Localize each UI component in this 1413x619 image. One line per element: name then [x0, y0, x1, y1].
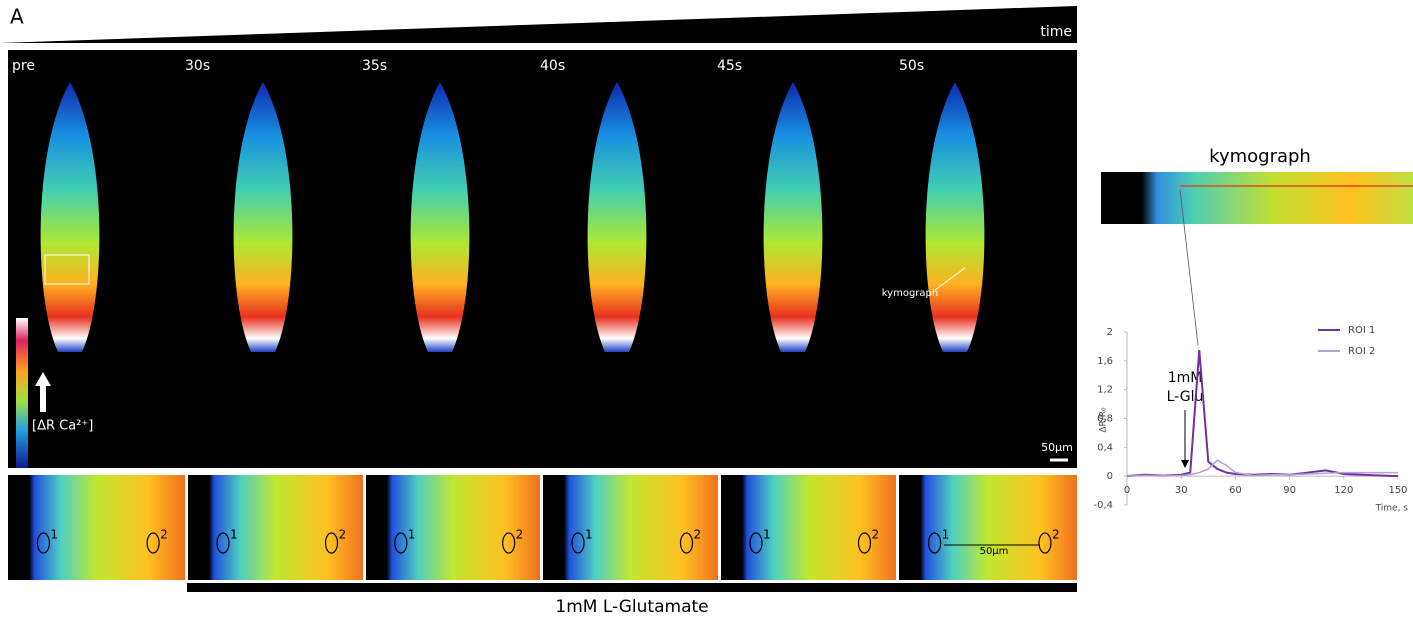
- annotation: 1mM: [1168, 370, 1203, 386]
- roi: [146, 532, 160, 554]
- cell: [587, 82, 647, 352]
- roi: [36, 532, 51, 554]
- roi-label: 2: [516, 528, 524, 542]
- x-tick-label: 120: [1334, 485, 1353, 496]
- y-axis-label: ΔR/R₀: [1099, 407, 1109, 433]
- roi-label: 2: [694, 528, 702, 542]
- x-tick-label: 90: [1283, 485, 1296, 496]
- roi: [216, 532, 230, 554]
- roi: [571, 532, 585, 554]
- connector: [1179, 189, 1199, 346]
- x-axis-label: Time, s: [1375, 504, 1409, 514]
- treatment-label: 1mM L-Glutamate: [555, 597, 708, 617]
- colorbar: [16, 318, 28, 468]
- time-wedge: [0, 6, 1077, 43]
- roi: [502, 532, 516, 554]
- cell: [763, 82, 823, 352]
- frame-label: 35s: [362, 58, 387, 74]
- roi-label: 2: [1052, 528, 1060, 542]
- roi: [324, 532, 339, 554]
- roi-label: 1: [942, 528, 950, 542]
- strip: [543, 475, 718, 580]
- y-tick-label: -0,4: [1093, 500, 1113, 511]
- frame-label: 30s: [185, 58, 210, 74]
- strip: [366, 475, 540, 580]
- roi-label: 2: [160, 528, 168, 542]
- roi-label: 2: [339, 528, 347, 542]
- roi: [1038, 532, 1052, 554]
- strip-scale-label: 50µm: [980, 546, 1009, 557]
- roi-label: 1: [585, 528, 593, 542]
- roi: [679, 532, 694, 554]
- strip: [188, 475, 363, 580]
- roi-label: 2: [872, 528, 880, 542]
- roi-label: 1: [763, 528, 771, 542]
- roi: [857, 532, 872, 554]
- cell: [233, 82, 293, 352]
- roi-box: [44, 254, 90, 285]
- kymograph-title: kymograph: [1209, 146, 1311, 167]
- roi: [394, 532, 408, 554]
- kymograph-annotation: kymograph: [882, 288, 938, 299]
- y-tick-label: 2: [1107, 327, 1113, 338]
- y-tick-label: 0,4: [1097, 442, 1113, 453]
- pointer: [934, 267, 966, 291]
- y-tick-label: 0: [1107, 471, 1113, 482]
- y-tick-label: 1,2: [1097, 385, 1113, 396]
- frame-label: 45s: [717, 58, 742, 74]
- annotation-arrowhead: [1181, 460, 1189, 468]
- roi-label: 1: [408, 528, 416, 542]
- strip: [899, 475, 1077, 580]
- image-panel: [8, 50, 1077, 468]
- frame-label: 50s: [899, 58, 924, 74]
- strip: [8, 475, 185, 580]
- cell: [410, 82, 470, 352]
- x-tick-label: 30: [1175, 485, 1188, 496]
- kymograph-image: [1101, 172, 1413, 224]
- time-label: time: [1040, 24, 1072, 40]
- x-tick-label: 60: [1229, 485, 1242, 496]
- treatment-bar: [187, 583, 1077, 592]
- roi-label: 1: [230, 528, 238, 542]
- series-line: [1126, 459, 1398, 477]
- roi: [927, 532, 942, 554]
- annotation: L-Glu: [1167, 389, 1204, 405]
- cell: [925, 82, 985, 352]
- roi: [749, 532, 763, 554]
- x-tick-label: 0: [1124, 485, 1130, 496]
- series-line: [1126, 349, 1399, 478]
- legend-label: ROI 1: [1348, 325, 1375, 336]
- x-tick-label: 150: [1388, 485, 1407, 496]
- y-tick-label: 0,8: [1097, 414, 1113, 425]
- frame-label: 40s: [540, 58, 565, 74]
- colorbar-label: [ΔR Ca²⁺]: [32, 419, 93, 434]
- arrow: [35, 372, 51, 412]
- panel-label: A: [10, 5, 24, 29]
- frame-label: pre: [12, 58, 35, 74]
- legend-label: ROI 2: [1348, 346, 1375, 357]
- y-tick-label: 1,6: [1097, 356, 1113, 367]
- scale-label: 50µm: [1041, 441, 1073, 454]
- roi-label: 1: [50, 528, 58, 542]
- strip: [721, 475, 896, 580]
